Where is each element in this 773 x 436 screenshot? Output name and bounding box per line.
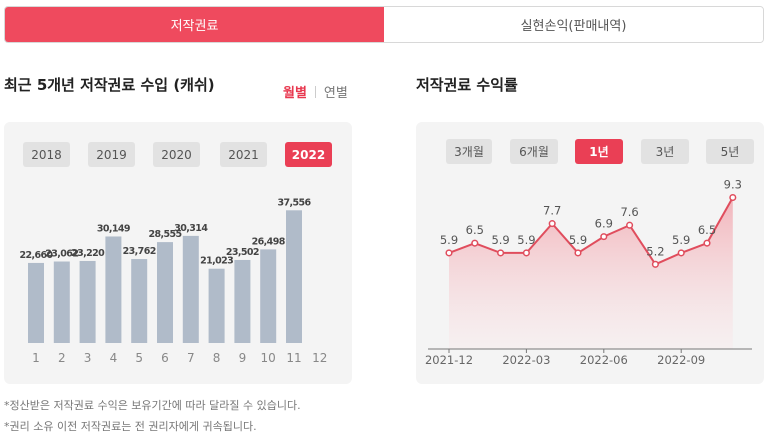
revenue-bar — [53, 261, 70, 343]
monthly-revenue-bar-chart: 22,660 1 23,062 2 23,220 3 30,149 4 23,762 5 28,55… — [19, 197, 327, 365]
month-tick-label: 9 — [239, 351, 247, 365]
month-tick-label: 8 — [213, 351, 221, 365]
right-section-title: 저작권료 수익률 — [416, 76, 518, 94]
month-tick-label: 5 — [135, 351, 143, 365]
yield-point — [729, 193, 737, 202]
year-chip-2022[interactable]: 2022 — [285, 142, 332, 167]
x-tick-label: 2022-06 — [580, 353, 628, 367]
bar-value-label: 23,220 — [71, 248, 105, 259]
settlement-note: *정산받은 저작권료 수익은 보유기간에 따라 달라질 수 있습니다. — [4, 399, 301, 412]
yield-point-label: 5.9 — [517, 233, 535, 247]
revenue-bar — [131, 259, 148, 343]
yield-point-label: 5.9 — [491, 233, 509, 247]
monthly-option[interactable]: 월별 — [283, 86, 307, 101]
tab-realized-pnl[interactable]: 실현손익(판매내역) — [384, 7, 763, 42]
yield-point — [548, 220, 556, 228]
period-chip-3y[interactable]: 3년 — [641, 139, 689, 164]
yield-point-label: 5.9 — [440, 233, 458, 247]
yield-point — [703, 239, 711, 247]
year-chip-2020[interactable]: 2020 — [153, 142, 200, 167]
revenue-bar — [28, 262, 44, 343]
bar-value-label: 22,660 — [19, 250, 53, 261]
yield-point — [600, 233, 608, 241]
yield-point-label: 7.6 — [620, 205, 638, 219]
revenue-bar — [234, 259, 251, 343]
bar-value-label: 30,149 — [97, 223, 130, 234]
yield-panel: 3개월 6개월 1년 3년 5년 5.9 6.5 5.9 5.9 7.7 5.9 6.9 7.… — [416, 122, 764, 384]
tab-copyright-fee[interactable]: 저작권료 — [5, 7, 384, 42]
year-chip-2019[interactable]: 2019 — [88, 142, 135, 167]
main-tabs: 저작권료 실현손익(판매내역) — [4, 6, 764, 43]
toggle-divider — [314, 85, 316, 98]
period-chip-1y[interactable]: 1년 — [575, 139, 623, 164]
yield-point-label: 5.9 — [569, 233, 587, 247]
bar-value-label: 23,762 — [123, 246, 156, 257]
bar-value-label: 26,498 — [252, 236, 286, 247]
bar-value-label: 23,502 — [226, 247, 259, 258]
x-tick-label: 2022-09 — [657, 353, 705, 367]
bar-value-label: 37,556 — [277, 197, 311, 208]
yield-point — [677, 249, 685, 257]
yield-point — [445, 249, 453, 257]
yield-line-chart: 5.9 6.5 5.9 5.9 7.7 5.9 6.9 7.6 5.2 5.9 6.5 9.3 2021… — [425, 178, 752, 367]
month-tick-label: 7 — [187, 351, 195, 365]
bar-value-label: 30,314 — [174, 223, 208, 234]
year-chip-2021[interactable]: 2021 — [220, 142, 267, 167]
revenue-bar — [105, 236, 122, 343]
revenue-bar — [208, 268, 225, 343]
period-chip-6m[interactable]: 6개월 — [510, 139, 558, 164]
month-tick-label: 4 — [110, 351, 118, 365]
monthly-yearly-toggle: 월별 연별 — [283, 82, 348, 101]
month-tick-label: 3 — [84, 351, 92, 365]
yield-point-label: 9.3 — [724, 178, 742, 192]
month-tick-label: 11 — [286, 351, 301, 365]
month-tick-label: 2 — [58, 351, 66, 365]
yield-point-label: 6.5 — [466, 223, 484, 237]
yield-point — [471, 239, 479, 247]
ownership-note: *권리 소유 이전 저작권료는 전 권리자에게 귀속됩니다. — [4, 420, 257, 433]
yield-point-label: 6.9 — [595, 217, 613, 231]
yield-point — [497, 249, 505, 257]
yield-point-label: 7.7 — [543, 204, 561, 218]
bar-value-label: 21,023 — [200, 256, 233, 267]
yield-point — [651, 260, 659, 268]
revenue-bar — [260, 249, 277, 343]
yearly-option[interactable]: 연별 — [323, 86, 348, 101]
yield-series-line — [448, 197, 734, 266]
revenue-bar — [286, 210, 302, 343]
month-tick-label: 1 — [32, 351, 40, 365]
revenue-bar — [157, 242, 173, 343]
bar-value-label: 23,062 — [45, 249, 78, 260]
month-tick-label: 10 — [261, 351, 276, 365]
yield-point — [574, 249, 582, 257]
bar-value-label: 28,555 — [148, 229, 181, 240]
revenue-bar — [182, 235, 199, 343]
yield-point — [626, 221, 634, 229]
revenue-bar — [79, 260, 96, 343]
month-tick-label: 6 — [161, 351, 169, 365]
period-chip-5y[interactable]: 5년 — [706, 139, 754, 164]
year-chip-2018[interactable]: 2018 — [23, 142, 70, 167]
yield-area — [449, 197, 733, 349]
yield-point-label: 5.2 — [646, 244, 664, 258]
month-tick-label: 12 — [312, 351, 327, 365]
x-tick-label: 2021-12 — [425, 353, 473, 367]
yield-point-label: 6.5 — [698, 223, 716, 237]
x-tick-label: 2022-03 — [502, 353, 550, 367]
period-chip-3m[interactable]: 3개월 — [446, 139, 492, 164]
yield-point-label: 5.9 — [672, 233, 690, 247]
revenue-panel: 2018 2019 2020 2021 2022 22,660 1 23,062 2 2… — [4, 122, 352, 384]
yield-point — [522, 249, 530, 257]
left-section-title: 최근 5개년 저작권료 수입 (캐쉬) — [4, 76, 215, 94]
